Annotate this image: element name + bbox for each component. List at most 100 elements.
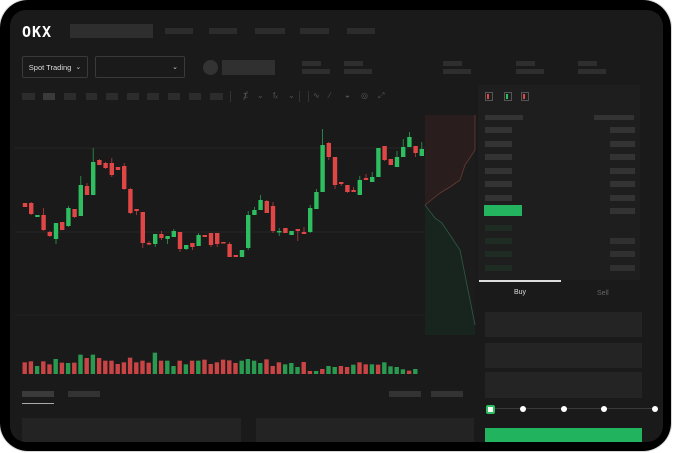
volume-bar [375, 364, 381, 374]
buy-tab-underline [479, 280, 561, 282]
candle-body [184, 245, 189, 249]
toolbar-divider [308, 91, 309, 102]
volume-bar [47, 364, 52, 374]
spot-trading-label: Spot Trading [28, 62, 72, 72]
tab-open-orders[interactable] [22, 391, 54, 397]
amount-input[interactable] [485, 343, 642, 368]
volume-bar [65, 363, 71, 374]
nav-item[interactable] [347, 28, 375, 34]
candle-body [84, 186, 90, 195]
candle-body [53, 223, 59, 239]
draw-icon[interactable]: ∕ [329, 91, 331, 100]
timeframe-button[interactable] [189, 93, 201, 100]
okx-logo[interactable]: OKX [22, 23, 53, 41]
volume-bar [282, 364, 288, 374]
volume-bar [134, 362, 139, 374]
slider-stop-50[interactable] [561, 406, 567, 412]
timeframe-button[interactable] [106, 93, 118, 100]
candle-body [109, 163, 114, 175]
volume-bar [53, 359, 58, 374]
volume-bar [109, 360, 114, 374]
volume-bar [413, 369, 418, 374]
ask-amount [610, 195, 635, 201]
fullscreen-icon[interactable]: ⤢ [378, 91, 385, 100]
price-chart[interactable] [10, 105, 480, 390]
timeframe-button[interactable] [22, 93, 35, 100]
candle-body [382, 146, 387, 160]
timeframe-button[interactable] [127, 93, 139, 100]
slider-stop-25[interactable] [520, 406, 526, 412]
stat-value [443, 69, 471, 74]
volume-bar [41, 361, 46, 374]
volume-bar [177, 360, 182, 374]
price-input[interactable] [485, 312, 642, 337]
settings-circle-icon[interactable]: ◎ [361, 91, 368, 100]
total-input[interactable] [485, 372, 642, 398]
amount-slider-track[interactable] [490, 408, 655, 409]
candle-body [66, 208, 71, 226]
stat-label [443, 61, 462, 66]
orderbook-asks-icon[interactable] [521, 92, 529, 101]
pair-select[interactable]: ⌄ [95, 56, 185, 78]
indicator-icon[interactable]: fₓ [273, 91, 278, 100]
timeframe-button[interactable] [210, 93, 223, 100]
search-bar-placeholder[interactable] [70, 24, 153, 38]
candle-body [289, 231, 294, 235]
volume-bar [84, 358, 89, 374]
timeframe-button[interactable] [168, 93, 180, 100]
ask-amount [610, 208, 635, 214]
nav-item[interactable] [300, 28, 329, 34]
volume-bar [28, 361, 34, 374]
last-price-highlight [484, 205, 522, 216]
volume-bar [363, 364, 368, 374]
wave-icon[interactable]: ∿ [313, 91, 320, 100]
timeframe-button[interactable] [147, 93, 159, 100]
orderbook-bids-icon[interactable] [504, 92, 512, 101]
chevron-down-icon[interactable]: ⌄ [257, 91, 264, 100]
chevron-down-icon: ⌄ [172, 64, 178, 71]
volume-bar [382, 362, 387, 374]
buy-button[interactable] [485, 428, 642, 442]
volume-bar [59, 362, 65, 374]
candle-body [394, 157, 400, 167]
volume-bar [264, 359, 269, 374]
volume-bar [189, 360, 195, 374]
candle-body [103, 163, 108, 168]
nav-item[interactable] [255, 28, 285, 34]
tab-order-history[interactable] [68, 391, 100, 397]
ask-amount [610, 141, 635, 147]
line-style-icon[interactable]: ⨋ [243, 91, 248, 100]
volume-bar [72, 362, 77, 374]
spot-trading-dropdown[interactable]: Spot Trading ⌄ [22, 56, 88, 78]
orderbook-both-icon[interactable] [485, 92, 493, 101]
filter-button[interactable] [431, 391, 463, 397]
timeframe-button[interactable] [64, 93, 76, 100]
stat-value [578, 69, 606, 74]
ask-amount [610, 154, 635, 160]
volume-bar [115, 364, 120, 374]
tab-buy[interactable]: Buy [514, 289, 527, 296]
candle-body [388, 159, 393, 165]
slider-stop-100[interactable] [652, 406, 658, 412]
chevron-down-icon[interactable]: ⌄ [288, 91, 295, 100]
candle-body [208, 233, 214, 245]
camera-icon[interactable]: ◒ [345, 91, 350, 100]
volume-bar [388, 366, 393, 374]
icon-bar [487, 94, 489, 99]
candle-body [122, 166, 127, 189]
filter-button[interactable] [389, 391, 421, 397]
timeframe-button[interactable] [43, 93, 55, 100]
volume-bar [158, 360, 164, 374]
slider-handle[interactable] [486, 405, 495, 414]
candle-body [22, 203, 28, 207]
timeframe-button[interactable] [86, 93, 97, 100]
volume-bar [313, 371, 319, 374]
nav-item[interactable] [209, 28, 237, 34]
volume-bar [289, 363, 294, 374]
tab-sell[interactable]: Sell [597, 290, 609, 297]
slider-stop-75[interactable] [601, 406, 607, 412]
volume-bar [270, 366, 275, 374]
candle-body [215, 233, 220, 244]
nav-item[interactable] [165, 28, 193, 34]
